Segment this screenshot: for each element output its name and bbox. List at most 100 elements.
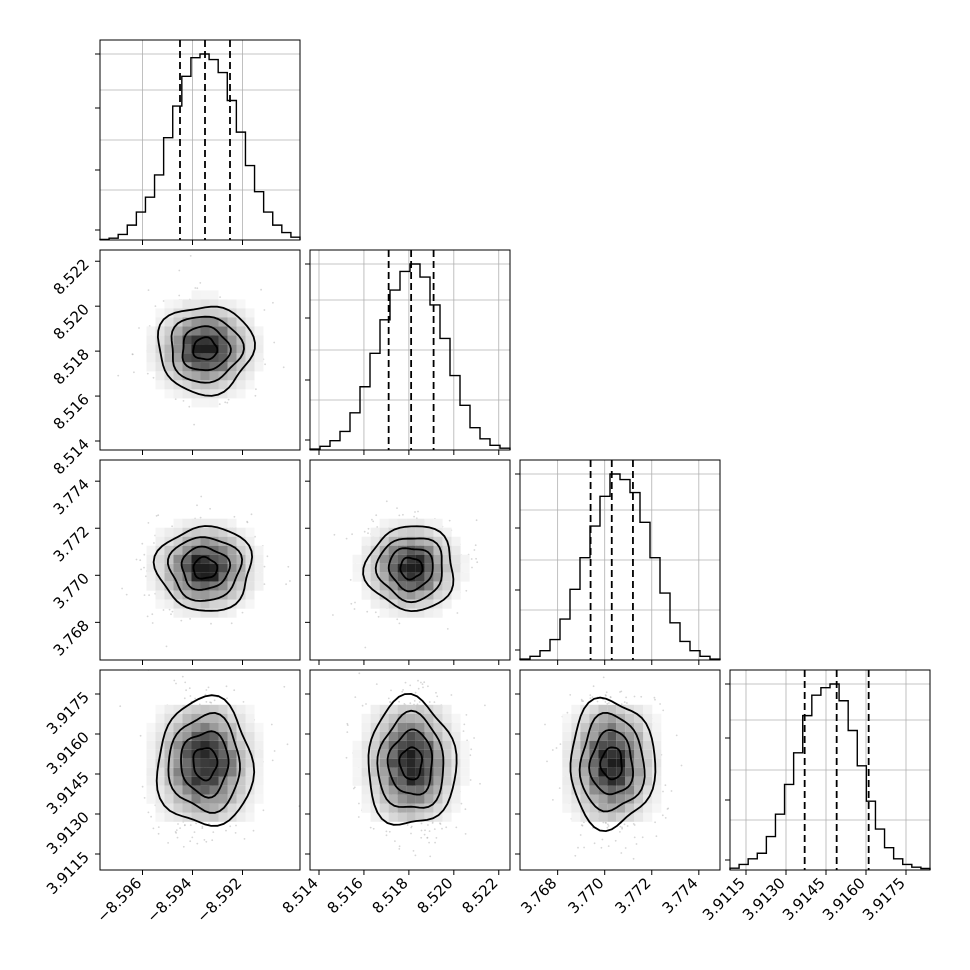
scatter-point	[654, 698, 656, 701]
scatter-point	[604, 694, 607, 696]
scatter-point	[552, 799, 554, 801]
density-cell	[146, 749, 156, 759]
scatter-point	[205, 840, 208, 843]
density-cell	[415, 599, 425, 609]
density-cell	[388, 581, 398, 591]
density-cell	[200, 608, 210, 618]
scatter-point	[471, 566, 473, 569]
scatter-point	[475, 519, 478, 522]
density-cell	[173, 812, 183, 822]
density-cell	[352, 749, 362, 759]
scatter-point	[189, 840, 192, 843]
density-cell	[397, 812, 407, 822]
scatter-point	[372, 520, 375, 523]
density-cell	[164, 527, 174, 537]
scatter-point	[150, 815, 153, 818]
density-cell	[361, 758, 371, 768]
scatter-point	[201, 827, 204, 829]
density-cell	[442, 812, 452, 822]
density-cell	[415, 536, 425, 546]
density-cell	[433, 731, 443, 741]
density-cell	[209, 308, 219, 318]
density-cell	[397, 554, 407, 564]
scatter-point	[555, 747, 558, 749]
density-cell	[424, 527, 434, 537]
scatter-point	[596, 700, 599, 703]
density-cell	[406, 536, 416, 546]
scatter-point	[460, 802, 463, 805]
density-cell	[164, 731, 174, 741]
density-cell	[406, 767, 416, 777]
hist-panel-2	[305, 249, 511, 451]
density-cell	[155, 740, 165, 750]
scatter-point	[346, 731, 349, 733]
density-cell	[451, 785, 461, 795]
density-cell	[227, 776, 237, 786]
density-cell	[424, 758, 434, 768]
density-cell	[406, 527, 416, 537]
density-cell	[442, 722, 452, 732]
density-cell	[236, 317, 246, 327]
density-cell	[433, 704, 443, 714]
density-cell	[155, 563, 165, 573]
density-cell	[227, 758, 237, 768]
density-cell	[460, 554, 470, 564]
density-cell	[146, 335, 156, 345]
scatter-point	[607, 825, 610, 827]
density-cell	[236, 554, 246, 564]
scatter-point	[212, 831, 215, 833]
scatter-point	[332, 614, 334, 616]
scatter-point	[207, 686, 210, 689]
scatter-point	[434, 841, 436, 844]
density-cell	[442, 767, 452, 777]
density-cell	[370, 758, 380, 768]
density-cell	[164, 599, 174, 609]
density-cell	[227, 371, 237, 381]
scatter-point	[414, 691, 417, 694]
density-cell	[191, 299, 201, 309]
density-cell	[209, 398, 219, 408]
scatter-point	[446, 628, 449, 630]
density-cell	[173, 572, 183, 582]
density-cell	[370, 794, 380, 804]
scatter-point	[661, 814, 664, 817]
scatter-point	[184, 681, 187, 684]
density-cell	[200, 308, 210, 318]
scatter-point	[191, 836, 194, 839]
density-cell	[200, 398, 210, 408]
density-cell	[379, 572, 389, 582]
density-cell	[406, 722, 416, 732]
density-cell	[254, 572, 264, 582]
density-cell	[451, 590, 461, 600]
density-cell	[361, 722, 371, 732]
scatter-point	[243, 838, 246, 840]
scatter-point	[546, 760, 548, 763]
scatter-point	[439, 823, 442, 825]
density-cell	[218, 536, 228, 546]
density-cell	[433, 794, 443, 804]
density-cell	[397, 563, 407, 573]
density-cell	[370, 590, 380, 600]
density-cell	[442, 794, 452, 804]
scatter-point	[602, 676, 605, 679]
density-cell	[415, 776, 425, 786]
density-cell	[361, 581, 371, 591]
density-cell	[227, 572, 237, 582]
density-cell	[164, 713, 174, 723]
density-cell	[164, 572, 174, 582]
density-cell	[191, 722, 201, 732]
scatter-point	[435, 837, 438, 839]
scatter-point	[152, 376, 155, 379]
density-cell	[397, 518, 407, 528]
scatter-point	[609, 696, 612, 698]
scatter-point	[606, 826, 609, 829]
density-cell	[361, 713, 371, 723]
scatter-point	[435, 691, 437, 694]
density-cell	[182, 581, 192, 591]
density-cell	[370, 536, 380, 546]
density-cell	[433, 740, 443, 750]
density-cell	[379, 785, 389, 795]
density-cell	[236, 767, 246, 777]
density-cell	[379, 563, 389, 573]
pair-frame-1-4	[99, 669, 301, 871]
